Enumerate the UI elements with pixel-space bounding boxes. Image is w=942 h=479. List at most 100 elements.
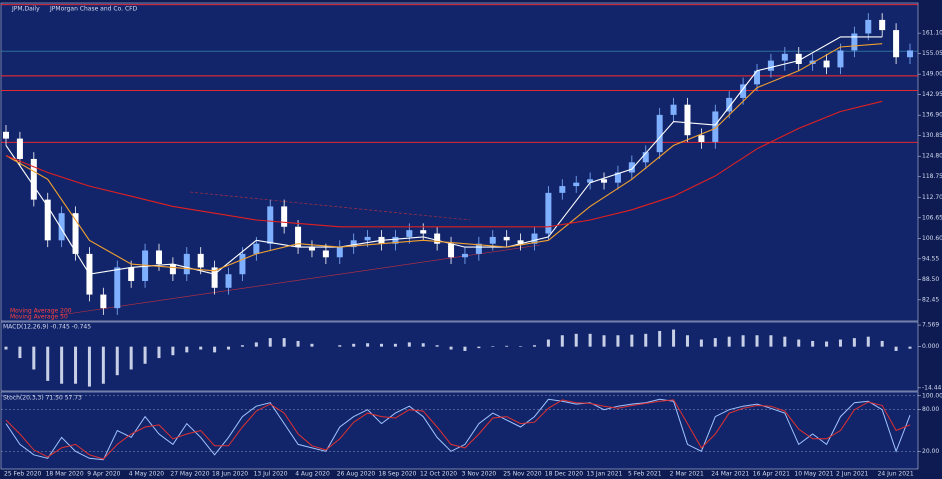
histogram-bar (894, 346, 898, 351)
candle-body (434, 233, 441, 244)
histogram-bar (602, 335, 606, 347)
y-tick-label: 20.00 (922, 448, 939, 455)
candle-body (545, 192, 552, 234)
y-tick-label: 100.00 (922, 392, 942, 399)
histogram-bar (310, 343, 314, 347)
macd-panel (0, 321, 919, 392)
histogram-bar (32, 346, 36, 370)
y-tick-label: 118.75 (922, 173, 942, 180)
histogram-bar (630, 334, 634, 347)
candle-body (336, 247, 343, 258)
candle-body (211, 267, 218, 288)
x-tick-label: 24 Mar 2021 (711, 471, 749, 478)
histogram-bar (532, 345, 536, 347)
candle-body (295, 226, 302, 248)
x-tick-label: 3 Nov 2020 (462, 471, 497, 478)
candle-body (601, 179, 608, 183)
histogram-bar (783, 336, 787, 347)
histogram-bar (825, 341, 829, 347)
candle-body (281, 206, 288, 227)
histogram-bar (505, 345, 509, 347)
price-panel (0, 2, 919, 322)
chart-subtitle: JPMorgan Chase and Co. CFD (49, 6, 138, 13)
candle-body (503, 236, 510, 241)
candle-body (879, 19, 886, 31)
x-tick-label: 18 Jun 2020 (212, 471, 248, 478)
histogram-bar (880, 340, 884, 347)
candle-body (72, 213, 79, 254)
candle-body (364, 236, 371, 241)
candle-body (58, 213, 65, 241)
histogram-bar (129, 346, 133, 370)
histogram-bar (338, 345, 342, 347)
y-tick-label: 80.00 (922, 406, 939, 413)
candle-body (489, 236, 496, 244)
histogram-bar (18, 346, 22, 359)
histogram-bar (393, 343, 397, 347)
histogram-bar (713, 338, 717, 347)
candle-body (712, 111, 719, 142)
x-tick-label: 4 May 2020 (129, 471, 164, 478)
histogram-bar (699, 339, 703, 347)
trend-line (59, 244, 541, 316)
y-tick-label: 7.569 (922, 322, 939, 329)
candle-body (907, 50, 913, 58)
legend-entry: Moving Average 200 (10, 308, 72, 315)
oscillator-line (5, 398, 911, 461)
candle-body (420, 230, 427, 234)
y-tick-label: 161.10 (922, 30, 942, 37)
histogram-bar (185, 346, 189, 353)
histogram-bar (60, 346, 64, 384)
x-tick-label: 10 May 2021 (794, 471, 833, 478)
y-tick-label: 155.05 (922, 50, 942, 57)
x-tick-label: 18 Mar 2020 (46, 471, 84, 478)
candle-body (781, 53, 788, 61)
candle-body (392, 236, 399, 244)
candle-body (225, 274, 232, 288)
candle-body (183, 253, 190, 275)
histogram-bar (658, 330, 662, 347)
candle-body (100, 294, 107, 309)
y-tick-label: 136.90 (922, 112, 942, 119)
x-tick-label: 18 Sep 2020 (378, 471, 416, 478)
oscillator-line (5, 399, 911, 460)
trend-line (189, 191, 471, 221)
chart-title: JPM,Daily (11, 6, 40, 13)
histogram-bar (491, 346, 495, 347)
candle-body (767, 60, 774, 71)
y-tick-label: 106.65 (922, 214, 942, 221)
histogram-bar (838, 339, 842, 347)
candle-body (448, 243, 455, 258)
x-tick-label: 24 Jun 2021 (878, 471, 914, 478)
histogram-bar (560, 335, 564, 347)
histogram-bar (908, 346, 912, 349)
histogram-bar (87, 346, 91, 387)
y-tick-label: 94.55 (922, 255, 939, 262)
candle-body (893, 30, 900, 58)
candle-body (851, 33, 858, 51)
candle-body (823, 60, 830, 68)
histogram-bar (519, 346, 523, 347)
x-tick-label: 13 Jul 2020 (254, 471, 288, 478)
candle-body (837, 50, 844, 68)
candle-body (642, 152, 649, 163)
y-tick-label: 112.70 (922, 194, 942, 201)
moving-average (5, 100, 883, 228)
candle-body (267, 206, 274, 244)
histogram-bar (4, 346, 8, 350)
candle-body (754, 70, 761, 85)
y-tick-label: 82.45 (922, 296, 939, 303)
histogram-bar (866, 336, 870, 347)
histogram-bar (672, 329, 676, 347)
x-tick-label: 9 Apr 2020 (87, 471, 120, 478)
histogram-bar (366, 343, 370, 347)
candle-body (128, 267, 135, 282)
candle-body (30, 158, 37, 200)
candle-body (475, 243, 482, 254)
candle-body (16, 138, 23, 159)
histogram-bar (852, 338, 856, 347)
histogram-bar (755, 335, 759, 347)
histogram-bar (727, 336, 731, 347)
candle-body (531, 233, 538, 244)
candle-body (308, 247, 315, 251)
